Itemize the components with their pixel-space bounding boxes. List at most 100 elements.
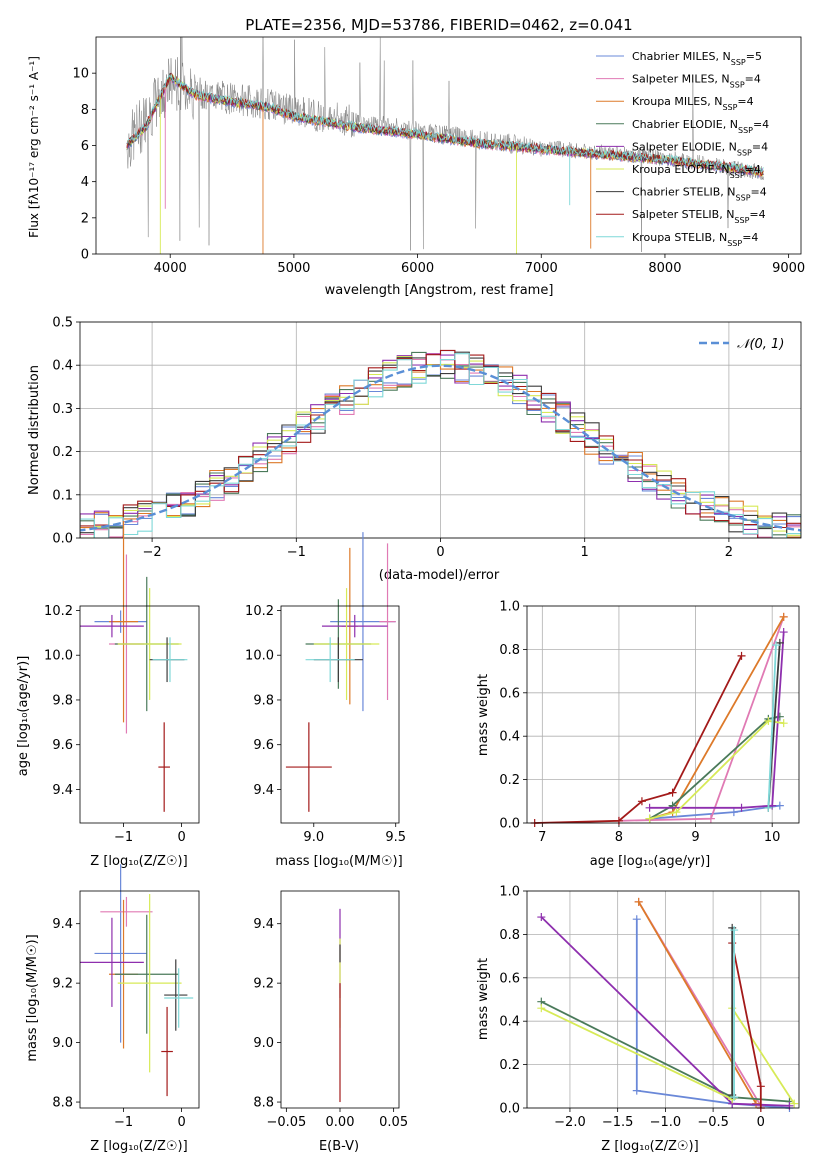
- mass-vs-metallicity-panel: Z [log₁₀(Z/Z☉)] mass [log₁₀(M/M☉)] −1 0 8.…: [25, 864, 200, 1154]
- weight-vs-age-xtick-label: 9: [691, 830, 699, 845]
- residual-ylabel: Normed distribution: [27, 365, 42, 495]
- residual-histogram: [80, 349, 801, 538]
- weight-vs-Z-ytick-label: 0.0: [499, 1102, 520, 1117]
- spectrum-xlabel: wavelength [Angstrom, rest frame]: [325, 283, 554, 298]
- weight-vs-age-ytick-label: 0.4: [499, 730, 520, 745]
- weight-marker: [537, 1004, 546, 1013]
- age-vs-Z-ytick-label: 9.8: [52, 693, 73, 708]
- weight-marker: [772, 641, 781, 650]
- weight-vs-Z-xtick-label: −2.0: [554, 1115, 586, 1130]
- weight-marker: [756, 1082, 765, 1091]
- mass-vs-EBV-frame: [280, 890, 400, 1109]
- age-vs-Z-ytick-label: 10.2: [44, 604, 73, 619]
- weight-marker: [632, 915, 641, 924]
- weight-vs-age-ytick-label: 0.2: [499, 773, 520, 788]
- age-vs-mass-frame: [280, 605, 400, 824]
- errorbar-point: [100, 896, 153, 927]
- errorbar-point: [305, 637, 355, 683]
- spectrum-xtick-label: 9000: [772, 261, 805, 276]
- errorbar-point: [161, 1006, 173, 1097]
- weight-marker: [779, 612, 788, 621]
- weight-vs-Z-ytick-label: 0.6: [499, 971, 520, 986]
- residual-ytick-label: 0.2: [52, 445, 73, 460]
- errorbar-point: [114, 914, 179, 1034]
- legend-label: Chabrier ELODIE, NSSP=4: [632, 118, 769, 135]
- legend-label: Salpeter ELODIE, NSSP=4: [632, 140, 768, 157]
- age-z-ylabel: age [log₁₀(age/yr)]: [16, 656, 31, 777]
- weight-vs-Z-xtick-label: 0: [757, 1115, 765, 1130]
- weight-marker: [775, 801, 784, 810]
- weight-marker: [637, 797, 646, 806]
- weight-line: [649, 631, 785, 809]
- weight-z-xlabel: Z [log₁₀(Z/Z☉)]: [601, 1139, 698, 1154]
- spectrum-ylabel: Flux [fλ10⁻¹⁷ erg cm⁻² s⁻¹ A⁻¹]: [27, 56, 41, 238]
- legend-label: Kroupa ELODIE, NSSP=4: [632, 163, 761, 180]
- mass-vs-EBV-ytick-label: 8.8: [253, 1096, 274, 1111]
- weight-marker: [775, 712, 784, 721]
- mass-vs-EBV-xtick-label: 0.05: [379, 1115, 408, 1130]
- mass-vs-EBV-ytick-label: 9.2: [253, 977, 274, 992]
- spectrum-xtick-label: 6000: [401, 261, 434, 276]
- mass-vs-Z-xtick-label: 0: [177, 1115, 185, 1130]
- errorbar-point: [80, 917, 144, 1007]
- weight-line: [534, 655, 743, 824]
- weight-marker: [632, 1086, 641, 1095]
- errorbar-point: [164, 968, 194, 1028]
- weight-marker: [729, 808, 738, 817]
- weight-vs-Z-ytick-label: 1.0: [499, 885, 520, 900]
- gaussian-curve: [80, 364, 801, 532]
- age-vs-mass-ytick-label: 9.4: [253, 783, 274, 798]
- mass-vs-EBV-xtick-label: −0.05: [266, 1115, 306, 1130]
- age-vs-mass-xtick-label: 9.0: [303, 830, 324, 845]
- age-vs-mass-ytick-label: 10.2: [245, 604, 274, 619]
- spectrum-ytick-label: 6: [81, 139, 89, 154]
- weight-marker: [645, 814, 654, 823]
- errorbar-point: [321, 614, 388, 638]
- weight-vs-age-xtick-label: 10: [764, 830, 781, 845]
- spectrum-ytick-label: 0: [81, 248, 89, 263]
- age-vs-Z-frame: [79, 605, 200, 824]
- model-spectrum-line: [126, 72, 764, 177]
- errorbar-point: [80, 614, 144, 638]
- errorbar-point: [117, 588, 182, 700]
- spectrum-ytick-label: 10: [72, 67, 89, 82]
- spectrum-xtick-label: 7000: [525, 261, 558, 276]
- legend-label: Kroupa STELIB, NSSP=4: [632, 231, 758, 248]
- mass-vs-Z-ytick-label: 9.0: [52, 1036, 73, 1051]
- errorbar-point: [164, 959, 188, 1031]
- weight-vs-age-ytick-label: 1.0: [499, 600, 520, 615]
- age-vs-mass-xtick-label: 9.5: [385, 830, 406, 845]
- weight-vs-Z-frame: [526, 890, 800, 1109]
- residual-panel: (data-model)/error Normed distribution −…: [27, 316, 802, 583]
- weight-vs-age-ytick-label: 0.6: [499, 686, 520, 701]
- age-vs-mass-ytick-label: 9.6: [253, 738, 274, 753]
- weight-marker: [737, 651, 746, 660]
- weight-marker: [764, 803, 773, 812]
- weight-age-xlabel: age [log₁₀(age/yr)]: [590, 854, 711, 869]
- weight-line: [649, 616, 785, 820]
- spectrum-panel: PLATE=2356, MJD=53786, FIBERID=0462, z=0…: [27, 16, 805, 298]
- residual-ytick-label: 0.3: [52, 402, 73, 417]
- mass-vs-Z-frame: [79, 890, 200, 1109]
- weight-vs-Z-xtick-label: −0.5: [697, 1115, 729, 1130]
- errorbar-point: [379, 543, 396, 700]
- age-vs-mass-ytick-label: 9.8: [253, 693, 274, 708]
- weight-vs-age-ytick-label: 0.8: [499, 643, 520, 658]
- age-mass-xlabel: mass [log₁₀(M/M☉)]: [275, 854, 402, 869]
- age-vs-Z-ytick-label: 10.0: [44, 649, 73, 664]
- mass-vs-Z-ytick-label: 9.4: [52, 917, 73, 932]
- weight-vs-Z-ytick-label: 0.2: [499, 1058, 520, 1073]
- weight-vs-age-xtick-label: 7: [538, 830, 546, 845]
- weight-line: [767, 645, 777, 808]
- legend-label: Chabrier STELIB, NSSP=4: [632, 186, 767, 203]
- residual-xtick-label: 1: [581, 545, 589, 560]
- mass-vs-EBV-ytick-label: 9.4: [253, 917, 274, 932]
- spectrum-ytick-label: 8: [81, 103, 89, 118]
- spectrum-xtick-label: 8000: [648, 261, 681, 276]
- weight-marker: [634, 897, 643, 906]
- weight-vs-age-xtick-label: 8: [615, 830, 623, 845]
- residual-ytick-label: 0.5: [52, 316, 73, 331]
- age-vs-Z-xtick-label: −1: [114, 830, 133, 845]
- residual-xlabel: (data-model)/error: [379, 568, 500, 583]
